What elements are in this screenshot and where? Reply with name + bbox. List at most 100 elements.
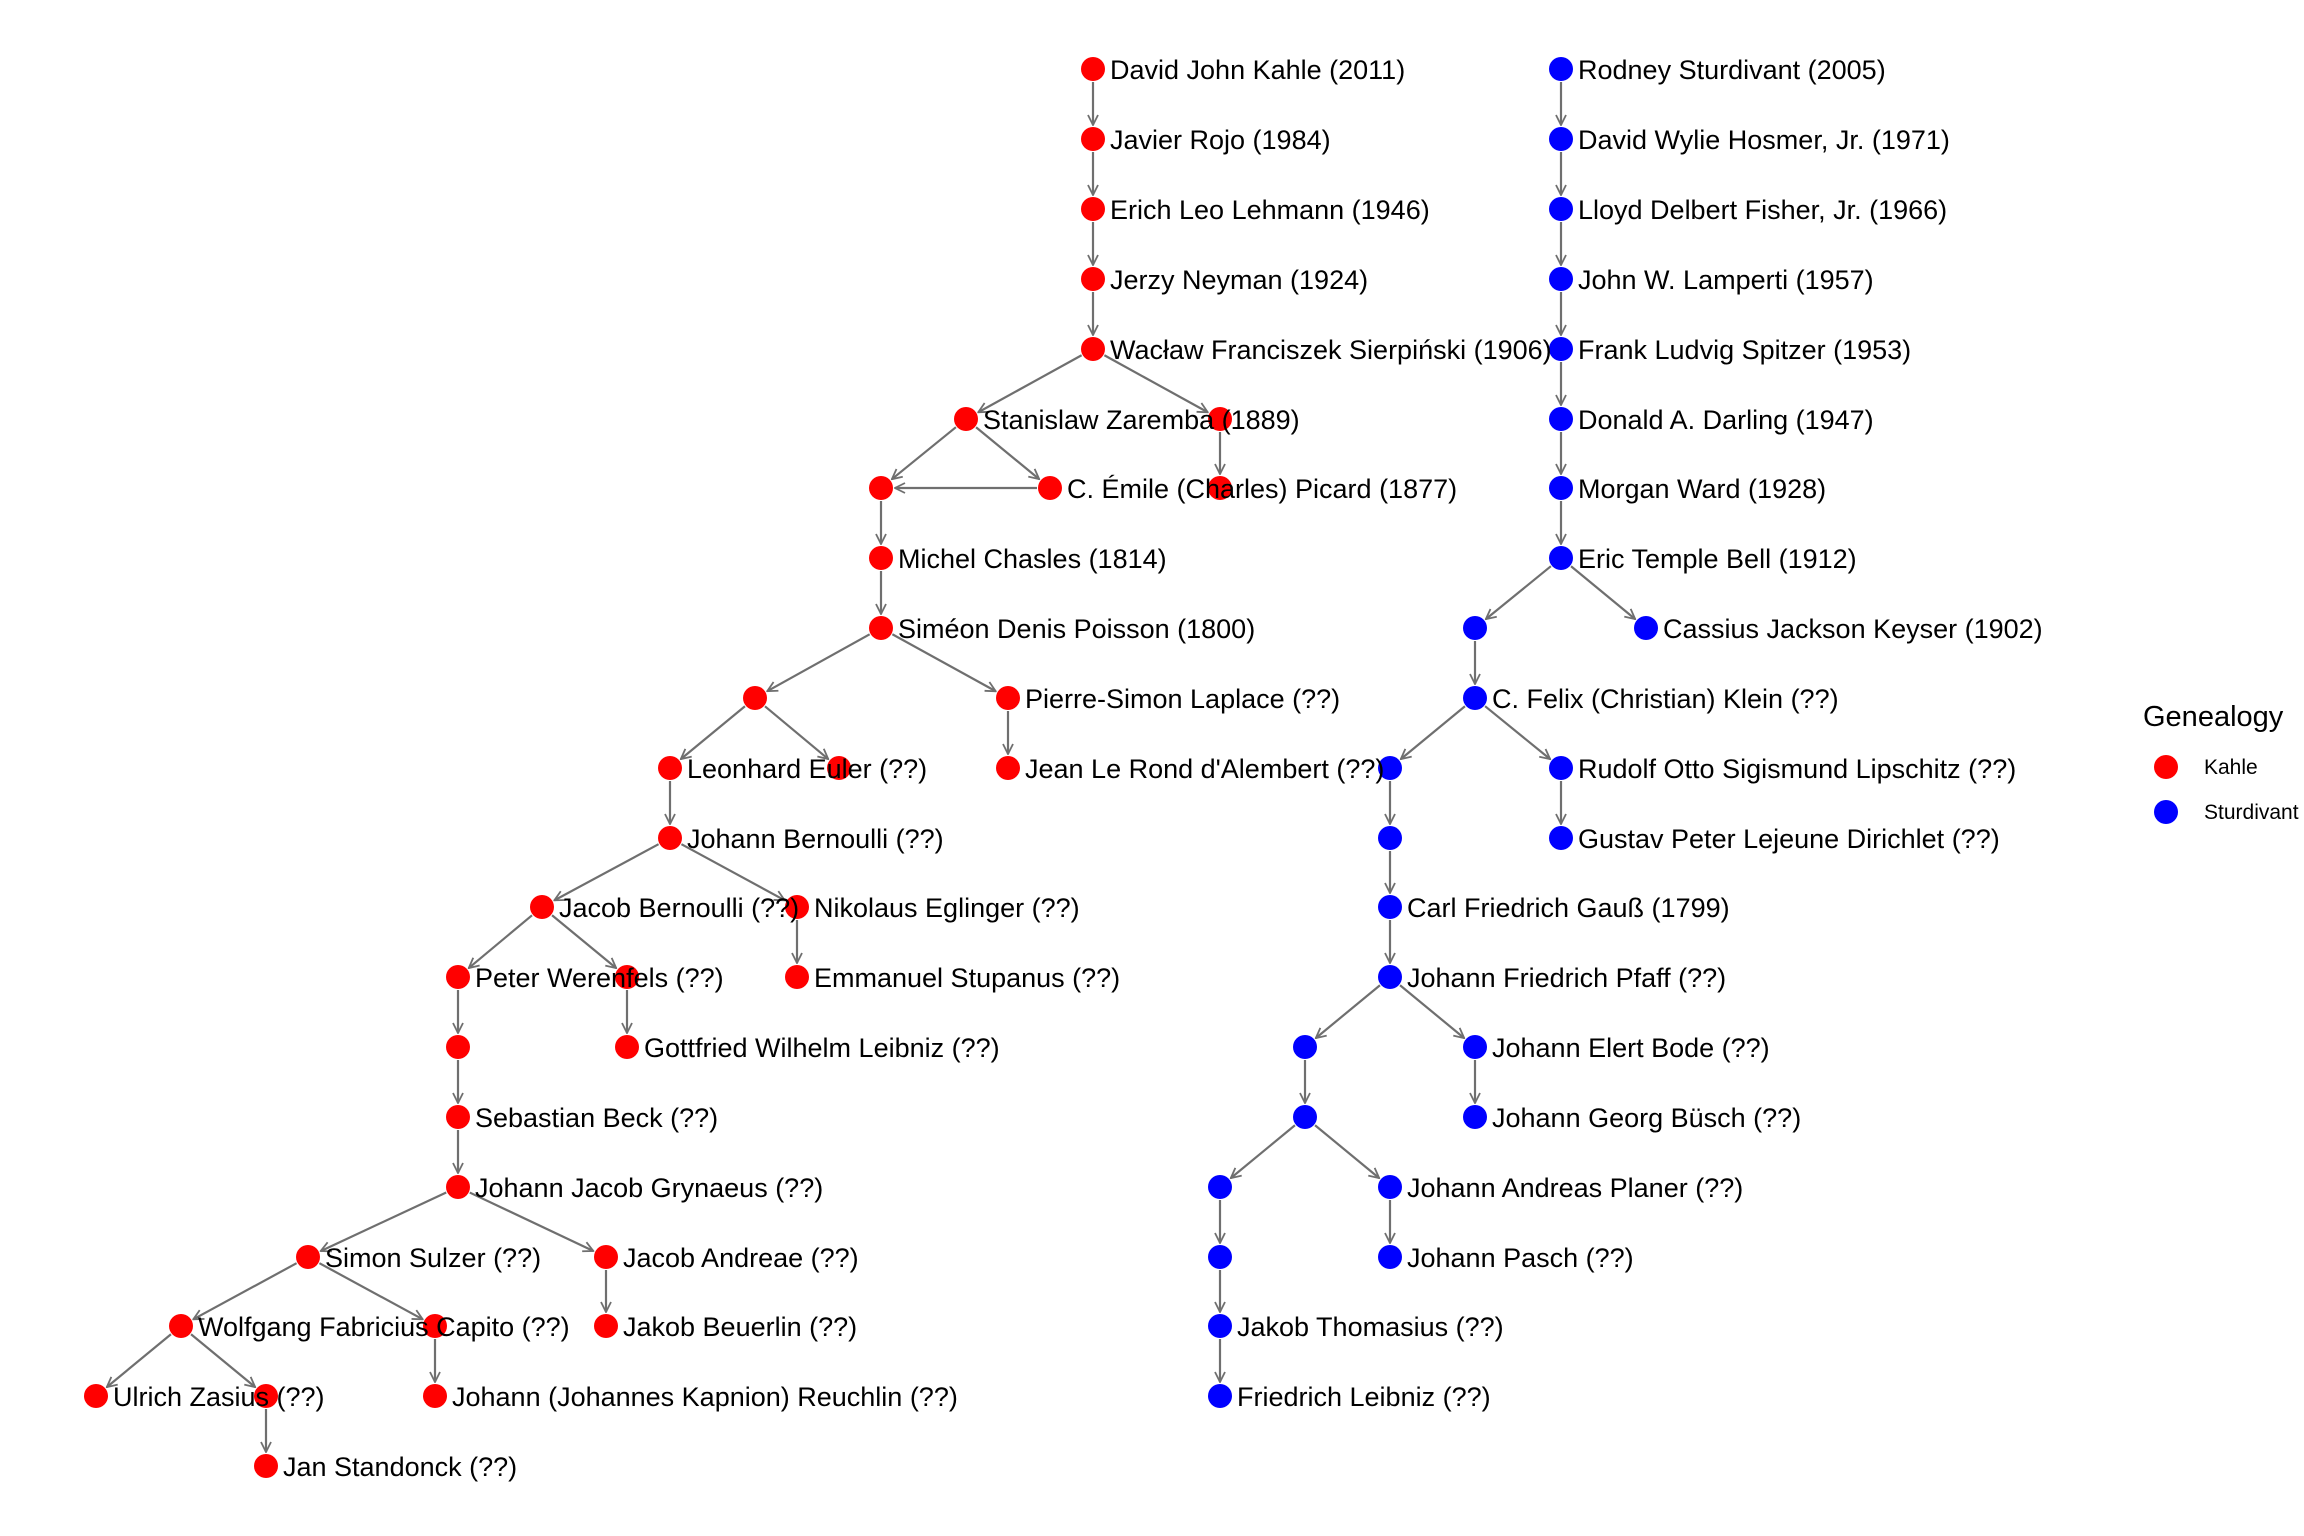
node-k21: [446, 965, 470, 989]
edge-k18-k20: [680, 843, 784, 902]
node-s16: [1378, 895, 1402, 919]
node-s7: [1549, 476, 1573, 500]
node-s9: [1463, 616, 1487, 640]
node-label-k12: Siméon Denis Poisson (1800): [898, 614, 1255, 644]
node-label-k27: Johann Jacob Grynaeus (??): [475, 1173, 823, 1203]
nodes-layer: [84, 57, 1658, 1478]
node-s6: [1549, 407, 1573, 431]
edge-k13-k16: [764, 705, 828, 759]
node-k25: [615, 1035, 639, 1059]
node-label-k28: Simon Sulzer (??): [325, 1243, 541, 1273]
node-s5: [1549, 337, 1573, 361]
node-s8: [1549, 546, 1573, 570]
node-k2: [1081, 127, 1105, 151]
node-k36: [254, 1454, 278, 1478]
edge-k19-k21: [469, 914, 533, 968]
node-k9: [1038, 476, 1062, 500]
node-k14: [996, 686, 1020, 710]
node-label-s11: C. Felix (Christian) Klein (??): [1492, 684, 1839, 714]
node-label-k25: Gottfried Wilhelm Leibniz (??): [644, 1033, 1000, 1063]
node-s21: [1463, 1105, 1487, 1129]
node-label-k17: Jean Le Rond d'Alembert (??): [1025, 754, 1384, 784]
node-s10: [1634, 616, 1658, 640]
node-k10: [1208, 476, 1232, 500]
node-label-k3: Erich Leo Lehmann (1946): [1110, 195, 1430, 225]
edge-k6-k9: [975, 426, 1039, 479]
node-k16: [827, 756, 851, 780]
node-s25: [1378, 1245, 1402, 1269]
node-s13: [1549, 756, 1573, 780]
node-s17: [1378, 965, 1402, 989]
legend-label-kahle: Kahle: [2204, 756, 2258, 779]
node-k17: [996, 756, 1020, 780]
node-k20: [785, 895, 809, 919]
node-label-k26: Sebastian Beck (??): [475, 1103, 718, 1133]
node-s2: [1549, 127, 1573, 151]
node-label-k30: Wolfgang Fabricius Capito (??): [198, 1312, 570, 1342]
edge-k27-k28: [321, 1191, 447, 1251]
legend-swatch-kahle: [2154, 755, 2178, 779]
node-k8: [869, 476, 893, 500]
node-label-s15: Gustav Peter Lejeune Dirichlet (??): [1578, 824, 2000, 854]
node-k32: [594, 1314, 618, 1338]
edges-layer: [107, 82, 1635, 1452]
edge-k27-k29: [469, 1191, 594, 1251]
node-k31: [423, 1314, 447, 1338]
node-label-k36: Jan Standonck (??): [283, 1452, 517, 1482]
node-label-k14: Pierre-Simon Laplace (??): [1025, 684, 1340, 714]
node-label-k1: David John Kahle (2011): [1110, 55, 1405, 85]
node-k18: [658, 826, 682, 850]
node-k7: [1208, 407, 1232, 431]
edge-s17-s18: [1316, 984, 1381, 1038]
edge-s17-s19: [1399, 984, 1464, 1038]
node-label-s10: Cassius Jackson Keyser (1902): [1663, 614, 2043, 644]
node-label-k33: Ulrich Zasius (??): [113, 1382, 325, 1412]
node-k29: [594, 1245, 618, 1269]
legend: Genealogy Kahle Sturdivant: [2143, 701, 2299, 824]
node-label-s16: Carl Friedrich Gauß (1799): [1407, 893, 1730, 923]
node-s1: [1549, 57, 1573, 81]
node-k33: [84, 1384, 108, 1408]
node-k26: [446, 1105, 470, 1129]
node-k6: [954, 407, 978, 431]
edge-k28-k30: [193, 1262, 298, 1321]
node-k13: [743, 686, 767, 710]
node-label-k23: Emmanuel Stupanus (??): [814, 963, 1120, 993]
node-s12: [1378, 756, 1402, 780]
node-k23: [785, 965, 809, 989]
node-s24: [1208, 1245, 1232, 1269]
node-label-s7: Morgan Ward (1928): [1578, 474, 1826, 504]
node-label-s2: David Wylie Hosmer, Jr. (1971): [1578, 125, 1950, 155]
edge-k19-k22: [551, 914, 616, 968]
edge-s8-s10: [1570, 565, 1635, 619]
node-label-k11: Michel Chasles (1814): [898, 544, 1167, 574]
edge-k30-k34: [190, 1333, 255, 1387]
node-label-k32: Jakob Beuerlin (??): [623, 1312, 857, 1342]
node-k27: [446, 1175, 470, 1199]
node-s11: [1463, 686, 1487, 710]
edge-k5-k7: [1103, 354, 1207, 412]
node-s15: [1549, 826, 1573, 850]
node-s4: [1549, 267, 1573, 291]
node-k5: [1081, 337, 1105, 361]
legend-label-sturdivant: Sturdivant: [2204, 801, 2299, 824]
node-label-k35: Johann (Johannes Kapnion) Reuchlin (??): [452, 1382, 958, 1412]
node-label-k21: Peter Werenfels (??): [475, 963, 724, 993]
node-k4: [1081, 267, 1105, 291]
node-label-s23: Johann Andreas Planer (??): [1407, 1173, 1743, 1203]
node-s19: [1463, 1035, 1487, 1059]
node-k15: [658, 756, 682, 780]
node-k11: [869, 546, 893, 570]
edge-s11-s13: [1484, 705, 1550, 759]
node-k12: [869, 616, 893, 640]
node-k34: [254, 1384, 278, 1408]
node-s3: [1549, 197, 1573, 221]
node-k35: [423, 1384, 447, 1408]
node-label-k29: Jacob Andreae (??): [623, 1243, 859, 1273]
node-k1: [1081, 57, 1105, 81]
node-label-s3: Lloyd Delbert Fisher, Jr. (1966): [1578, 195, 1947, 225]
node-s14: [1378, 826, 1402, 850]
node-label-s25: Johann Pasch (??): [1407, 1243, 1634, 1273]
node-label-k9: C. Émile (Charles) Picard (1877): [1067, 474, 1457, 504]
